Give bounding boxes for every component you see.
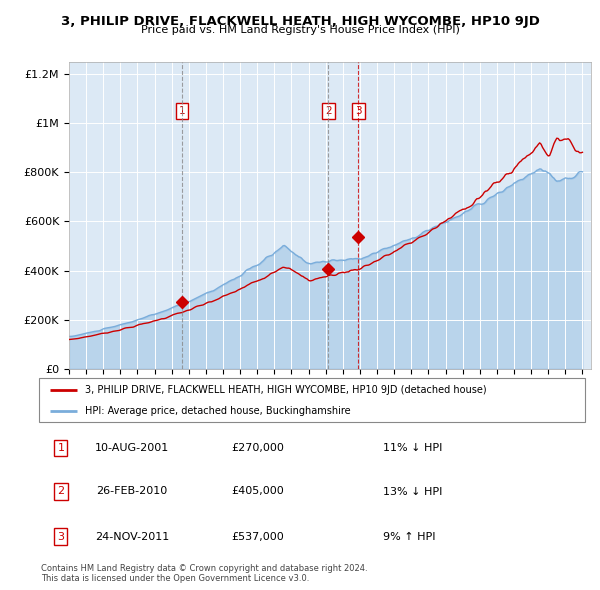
Text: 1: 1 — [58, 442, 64, 453]
Text: £405,000: £405,000 — [231, 487, 284, 496]
Text: 1: 1 — [179, 106, 185, 116]
Text: £537,000: £537,000 — [231, 532, 284, 542]
Text: 9% ↑ HPI: 9% ↑ HPI — [383, 532, 436, 542]
Text: 24-NOV-2011: 24-NOV-2011 — [95, 532, 169, 542]
Text: 3, PHILIP DRIVE, FLACKWELL HEATH, HIGH WYCOMBE, HP10 9JD (detached house): 3, PHILIP DRIVE, FLACKWELL HEATH, HIGH W… — [85, 385, 487, 395]
Text: 13% ↓ HPI: 13% ↓ HPI — [383, 487, 442, 496]
Text: 3: 3 — [58, 532, 64, 542]
Text: 2: 2 — [325, 106, 332, 116]
Text: 26-FEB-2010: 26-FEB-2010 — [96, 487, 167, 496]
Text: Contains HM Land Registry data © Crown copyright and database right 2024.
This d: Contains HM Land Registry data © Crown c… — [41, 563, 367, 583]
Text: 2: 2 — [57, 487, 64, 496]
Text: HPI: Average price, detached house, Buckinghamshire: HPI: Average price, detached house, Buck… — [85, 406, 351, 416]
Text: 11% ↓ HPI: 11% ↓ HPI — [383, 442, 442, 453]
Text: Price paid vs. HM Land Registry's House Price Index (HPI): Price paid vs. HM Land Registry's House … — [140, 25, 460, 35]
Text: £270,000: £270,000 — [231, 442, 284, 453]
Text: 3, PHILIP DRIVE, FLACKWELL HEATH, HIGH WYCOMBE, HP10 9JD: 3, PHILIP DRIVE, FLACKWELL HEATH, HIGH W… — [61, 15, 539, 28]
Text: 3: 3 — [355, 106, 362, 116]
FancyBboxPatch shape — [39, 378, 585, 422]
Text: 10-AUG-2001: 10-AUG-2001 — [95, 442, 169, 453]
